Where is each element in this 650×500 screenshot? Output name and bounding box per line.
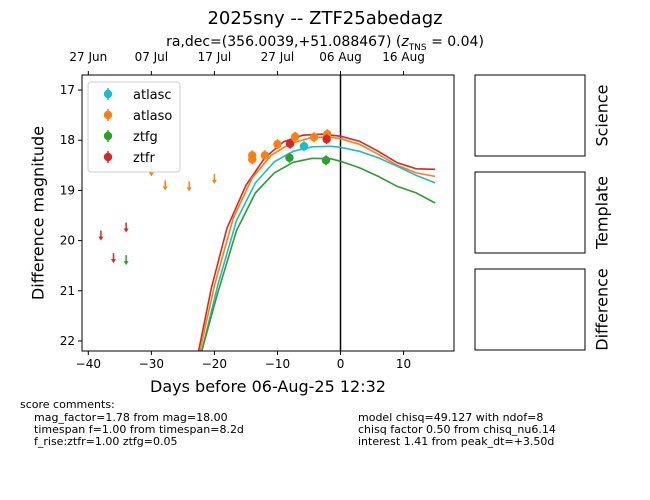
comment-left-1: mag_factor=1.78 from mag=18.00: [34, 411, 228, 424]
top-tick-label: 27 Jun: [69, 50, 107, 64]
top-tick-label: 16 Aug: [382, 50, 425, 64]
upper-limit-arrow-ztfr: [123, 228, 129, 233]
point-atlasc: [299, 142, 309, 151]
upper-limit-arrow-atlaso: [148, 172, 154, 177]
subtitle-suffix: = 0.04): [426, 34, 484, 50]
chart-title: 2025sny -- ZTF25abedagz: [207, 8, 443, 29]
legend-marker-atlasc: [103, 89, 113, 99]
legend-label-atlaso: atlaso: [133, 109, 172, 124]
point-ztfg: [321, 156, 331, 165]
legend-label-ztfg: ztfg: [133, 130, 158, 145]
y-tick-label: 19: [60, 183, 75, 197]
model-curve-ztfg: [201, 157, 436, 351]
point-ztfr: [322, 135, 331, 144]
upper-limit-arrow-ztfg: [123, 261, 129, 266]
cutout-label-template: Template: [593, 176, 612, 250]
cutout-panel-difference: [474, 268, 586, 351]
top-tick-label: 27 Jul: [261, 50, 295, 64]
upper-limit-arrow-ztfr: [111, 259, 117, 264]
y-tick-label: 22: [60, 334, 75, 348]
legend-label-atlasc: atlasc: [133, 88, 172, 103]
legend-label-ztfr: ztfr: [133, 151, 155, 166]
legend-marker-ztfr: [103, 152, 113, 162]
legend-marker-atlaso: [103, 110, 113, 120]
cutout-panels: Science Template Difference: [474, 74, 612, 351]
y-tick-label: 20: [60, 234, 75, 248]
score-comments-header: score comments:: [20, 398, 115, 411]
legend-box: [87, 81, 181, 173]
cutout-panel-template: [474, 171, 586, 254]
legend: atlasc atlaso ztfg ztfr: [87, 81, 181, 173]
point-atlaso: [273, 140, 282, 149]
upper-limit-arrow-atlaso: [186, 187, 192, 192]
comment-left-3: f_rise:ztfr=1.00 ztfg=0.05: [34, 435, 178, 448]
y-tick-label: 17: [60, 83, 75, 97]
top-tick-label: 17 Jul: [198, 50, 232, 64]
y-tick-label: 21: [60, 284, 75, 298]
y-axis-label: Difference magnitude: [28, 125, 48, 301]
model-curve-atlasc: [201, 145, 436, 351]
chart-subtitle: ra,dec=(356.0039,+51.088467) (zTNS = 0.0…: [0, 34, 650, 53]
comment-left-2: timespan f=1.00 from timespan=8.2d: [34, 423, 244, 436]
comment-right-1: model chisq=49.127 with ndof=8: [358, 411, 544, 424]
point-atlaso: [260, 151, 270, 160]
upper-limit-arrow-ztfr: [98, 236, 104, 241]
x-tick-label: −10: [265, 357, 290, 371]
subtitle-z-sub: TNS: [408, 42, 427, 53]
y-tick-label: 18: [60, 133, 75, 147]
comment-right-2: chisq factor 0.50 from chisq_nu6.14: [358, 423, 556, 436]
point-ztfr: [285, 139, 295, 148]
subtitle-prefix: ra,dec=(356.0039,+51.088467) (: [166, 34, 402, 50]
point-atlaso: [309, 133, 319, 142]
plot-frame: [81, 74, 455, 352]
top-tick-label: 06 Aug: [319, 50, 362, 64]
x-tick-label: 10: [396, 357, 411, 371]
point-atlaso: [248, 155, 257, 164]
point-ztfg: [285, 153, 294, 162]
upper-limit-arrow-atlaso: [211, 179, 217, 184]
plot-area: [98, 75, 436, 351]
model-curve-atlaso: [199, 135, 436, 351]
ticks-layer: −40 −30 −20 −10 0 10 17 18 19 20 21 22 27 Jun 07 Jul 1…: [60, 50, 425, 371]
cutout-label-science: Science: [593, 84, 612, 146]
upper-limit-arrow-atlaso: [162, 186, 168, 191]
cutout-label-difference: Difference: [593, 268, 612, 350]
cutout-panel-science: [474, 74, 586, 157]
point-atlaso: [290, 132, 300, 141]
plot-layer: [98, 75, 436, 351]
comment-right-3: interest 1.41 from peak_dt=+3.50d: [358, 435, 555, 448]
legend-marker-ztfg: [103, 131, 113, 141]
x-tick-label: −20: [202, 357, 227, 371]
x-tick-label: −40: [76, 357, 101, 371]
x-tick-label: −30: [139, 357, 164, 371]
top-tick-label: 07 Jul: [135, 50, 169, 64]
x-axis-label: Days before 06-Aug-25 12:32: [150, 377, 386, 396]
x-tick-label: 0: [337, 357, 345, 371]
subtitle-z: z: [401, 34, 409, 50]
